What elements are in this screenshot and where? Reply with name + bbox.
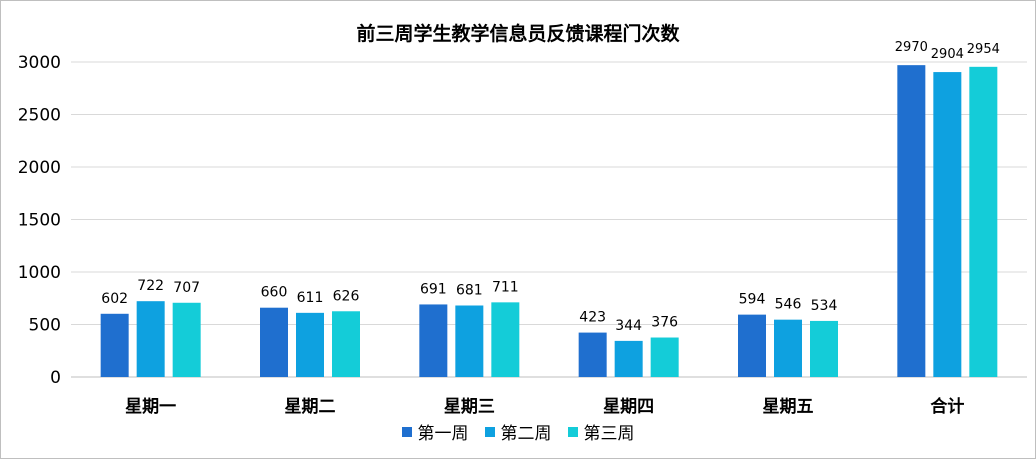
bar <box>933 72 962 377</box>
legend-label: 第一周 <box>417 424 469 444</box>
x-tick-label: 星期四 <box>603 397 654 417</box>
y-tick-label: 0 <box>50 368 61 388</box>
bar <box>897 65 926 378</box>
y-tick-label: 1500 <box>18 211 61 231</box>
x-tick-label: 合计 <box>930 396 964 417</box>
data-label: 344 <box>615 318 642 334</box>
legend: 第一周 第二周 第三周 <box>1 419 1035 444</box>
data-label: 423 <box>579 310 606 326</box>
data-label: 681 <box>456 282 483 298</box>
data-label: 2904 <box>931 47 964 62</box>
data-label: 722 <box>137 278 164 294</box>
legend-item: 第三周 <box>567 419 635 444</box>
data-label: 691 <box>420 281 447 297</box>
bar <box>810 320 838 377</box>
x-tick-label: 星期一 <box>125 397 176 417</box>
legend-item: 第一周 <box>401 419 469 444</box>
legend-item: 第二周 <box>484 419 552 444</box>
bar <box>738 314 766 377</box>
legend-label: 第二周 <box>500 424 552 444</box>
legend-label: 第三周 <box>583 424 635 444</box>
bar <box>455 305 484 377</box>
chart-title: 前三周学生教学信息员反馈课程门次数 <box>356 23 680 45</box>
data-label: 2954 <box>967 42 1000 57</box>
x-tick-label: 星期三 <box>444 397 495 417</box>
data-label: 376 <box>651 315 678 331</box>
y-tick-label: 3000 <box>18 53 61 73</box>
data-label: 660 <box>261 285 288 301</box>
bar <box>491 302 520 377</box>
bar <box>332 311 360 377</box>
bar <box>260 307 288 377</box>
data-label: 546 <box>775 297 802 313</box>
data-label: 602 <box>101 291 128 307</box>
y-tick-label: 500 <box>29 316 61 336</box>
data-label: 626 <box>333 288 360 304</box>
y-tick-label: 1000 <box>18 263 61 283</box>
bar <box>136 301 165 377</box>
data-label: 2970 <box>895 40 928 55</box>
bar <box>419 304 448 377</box>
data-label: 707 <box>173 280 200 296</box>
legend-swatch <box>484 426 495 437</box>
legend-swatch <box>567 426 578 437</box>
legend-swatch <box>401 426 412 437</box>
bar <box>969 66 998 377</box>
y-tick-label: 2500 <box>18 106 61 126</box>
bar <box>650 337 679 377</box>
data-label: 711 <box>492 279 519 295</box>
x-tick-label: 星期五 <box>763 397 814 417</box>
data-label: 611 <box>297 290 324 306</box>
bar <box>296 312 324 377</box>
bar <box>774 319 802 377</box>
y-tick-label: 2000 <box>18 158 61 178</box>
bar <box>100 313 129 377</box>
bar <box>578 332 607 377</box>
bar <box>172 302 201 377</box>
x-tick-label: 星期二 <box>285 397 336 417</box>
data-label: 534 <box>811 298 838 314</box>
data-label: 594 <box>739 292 766 308</box>
bar <box>614 340 643 377</box>
